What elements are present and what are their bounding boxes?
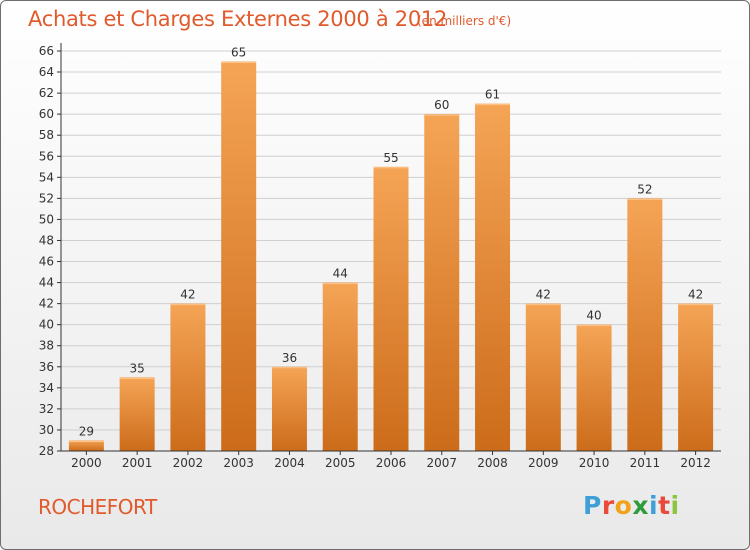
brand-letter: i — [649, 491, 659, 520]
data-label: 52 — [637, 182, 652, 196]
y-tick-label: 40 — [39, 318, 54, 332]
data-label: 44 — [333, 267, 348, 281]
y-tick-label: 56 — [39, 149, 54, 163]
axes — [57, 43, 721, 455]
y-tick-label: 38 — [39, 339, 54, 353]
y-tick-label: 50 — [39, 212, 54, 226]
data-label: 60 — [434, 98, 449, 112]
data-label: 35 — [130, 361, 145, 375]
x-tick-label: 2005 — [325, 456, 356, 470]
bar — [424, 114, 460, 451]
data-label: 42 — [536, 288, 551, 302]
y-tick-label: 60 — [39, 107, 54, 121]
y-tick-label: 48 — [39, 233, 54, 247]
data-label: 65 — [231, 46, 246, 60]
x-tick-label: 2002 — [173, 456, 204, 470]
y-tick-label: 62 — [39, 86, 54, 100]
y-tick-label: 30 — [39, 423, 54, 437]
brand-letter: x — [632, 491, 649, 520]
bar — [373, 166, 409, 451]
y-tick-label: 58 — [39, 128, 54, 142]
bar — [170, 303, 206, 451]
data-label: 36 — [282, 351, 297, 365]
y-tick-label: 66 — [39, 44, 54, 58]
y-tick-label: 36 — [39, 360, 54, 374]
brand-letter: t — [658, 491, 671, 520]
bar — [525, 303, 561, 451]
data-label: 42 — [180, 288, 195, 302]
x-tick-label: 2011 — [630, 456, 661, 470]
bar — [627, 198, 663, 451]
brand-letter: r — [601, 491, 615, 520]
y-tick-label: 34 — [39, 381, 54, 395]
bar — [576, 324, 612, 451]
bar — [678, 303, 714, 451]
data-label: 29 — [79, 424, 94, 438]
y-tick-label: 52 — [39, 191, 54, 205]
data-label: 61 — [485, 88, 500, 102]
data-label: 55 — [383, 151, 398, 165]
brand-logo: Proxiti — [583, 491, 680, 520]
x-tick-label: 2008 — [477, 456, 508, 470]
y-tick-label: 42 — [39, 297, 54, 311]
bars — [68, 61, 714, 452]
data-label: 40 — [586, 309, 601, 323]
brand-letter: i — [670, 491, 680, 520]
x-tick-label: 2000 — [71, 456, 102, 470]
x-tick-label: 2004 — [274, 456, 305, 470]
y-tick-label: 54 — [39, 170, 54, 184]
data-label: 42 — [688, 288, 703, 302]
bar — [221, 61, 257, 452]
brand-letter: o — [614, 491, 633, 520]
bar — [119, 377, 155, 451]
y-tick-label: 46 — [39, 255, 54, 269]
y-tick-label: 64 — [39, 65, 54, 79]
brand-letter: P — [583, 491, 602, 520]
y-tick-label: 28 — [39, 444, 54, 458]
bar — [322, 282, 358, 451]
x-tick-label: 2006 — [376, 456, 407, 470]
y-tick-label: 44 — [39, 276, 54, 290]
y-tick-label: 32 — [39, 402, 54, 416]
labels: 28 30 32 34 36 38 40 42 44 46 48 50 52 54 56 58 60 62 64 66… — [39, 44, 711, 470]
place-name: ROCHEFORT — [38, 495, 157, 519]
x-tick-label: 2007 — [426, 456, 457, 470]
x-tick-label: 2012 — [680, 456, 711, 470]
x-tick-label: 2003 — [223, 456, 254, 470]
bar — [271, 366, 307, 451]
chart-subtitle: (en milliers d'€) — [417, 14, 512, 28]
x-tick-label: 2009 — [528, 456, 559, 470]
x-tick-label: 2001 — [122, 456, 153, 470]
chart-title: Achats et Charges Externes 2000 à 2012 — [28, 7, 448, 31]
bar — [68, 440, 104, 451]
bar — [475, 103, 511, 451]
x-tick-label: 2010 — [579, 456, 610, 470]
